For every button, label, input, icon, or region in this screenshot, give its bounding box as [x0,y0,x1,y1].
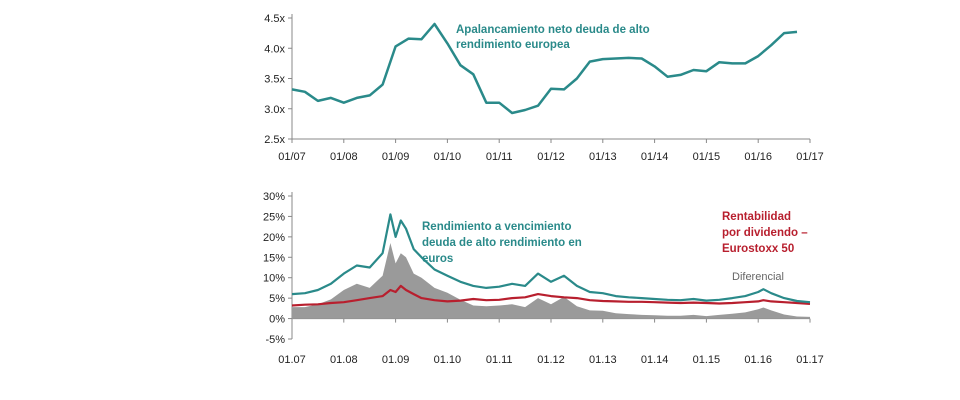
yield-x-tick-label: 01.08 [330,354,358,366]
leverage-x-tick-label: 01/10 [434,151,462,163]
yield-y-tick-label: 15% [263,252,285,264]
leverage-x-tick-label: 01/17 [796,151,824,163]
yield-x-tick-label: 01.07 [278,354,306,366]
dividend-annotation-line3: Eurostoxx 50 [722,243,794,255]
leverage-annotation-line2: rendimiento europea [456,39,570,51]
ytm-series-line [291,213,811,304]
yield-y-tick-label: 5% [269,293,285,305]
ytm-annotation-line1: Rendimiento a vencimiento [422,221,572,233]
dividend-annotation-line2: por dividendo – [722,227,808,239]
yield-x-tick-label: 01.10 [434,354,462,366]
leverage-y-tick-label: 3.0x [264,104,285,116]
yield-x-tick-label: 01.13 [589,354,617,366]
yield-x-tick-label: 01.17 [796,354,824,366]
spread-annotation: Diferencial [732,271,784,283]
leverage-series-line [291,22,798,115]
ytm-annotation-line2: deuda de alto rendimiento en [422,237,582,249]
leverage-x-tick-label: 01/12 [537,151,565,163]
leverage-x-tick-label: 01/09 [382,151,410,163]
leverage-x-tick-label: 01/14 [641,151,669,163]
yield-y-tick-label: 20% [263,232,285,244]
leverage-x-tick-label: 01/08 [330,151,358,163]
yield-y-tick-label: 0% [269,314,285,326]
ytm-annotation-line3: euros [422,253,453,265]
yield-x-tick-label: 01.16 [744,354,772,366]
dividend-annotation-line1: Rentabilidad [722,211,791,223]
yield-y-tick-label: 10% [263,273,285,285]
leverage-x-tick-label: 01/13 [589,151,617,163]
dividend-series-line [291,284,811,307]
leverage-y-tick-label: 2.5x [264,134,285,146]
yield-x-tick-label: 01.14 [641,354,669,366]
leverage-x-tick-label: 01/11 [486,151,513,163]
leverage-y-tick-label: 3.5x [264,74,285,86]
spread-series-area [292,243,810,319]
yield-x-tick-label: 01.12 [537,354,565,366]
leverage-y-tick-label: 4.0x [264,43,285,55]
leverage-annotation-line1: Apalancamiento neto deuda de alto [456,24,650,36]
yield-y-tick-label: 30% [263,191,285,203]
yield-x-tick-label: 01.09 [382,354,410,366]
yield-y-tick-label: -5% [265,334,285,346]
leverage-y-tick-label: 4.5x [264,13,285,25]
leverage-x-tick-label: 01/16 [744,151,772,163]
yield-x-tick-label: 01.11 [486,354,513,366]
yield-y-tick-label: 25% [263,211,285,223]
leverage-x-tick-label: 01/15 [693,151,721,163]
yield-x-tick-label: 01.15 [693,354,721,366]
leverage-x-tick-label: 01/07 [278,151,306,163]
